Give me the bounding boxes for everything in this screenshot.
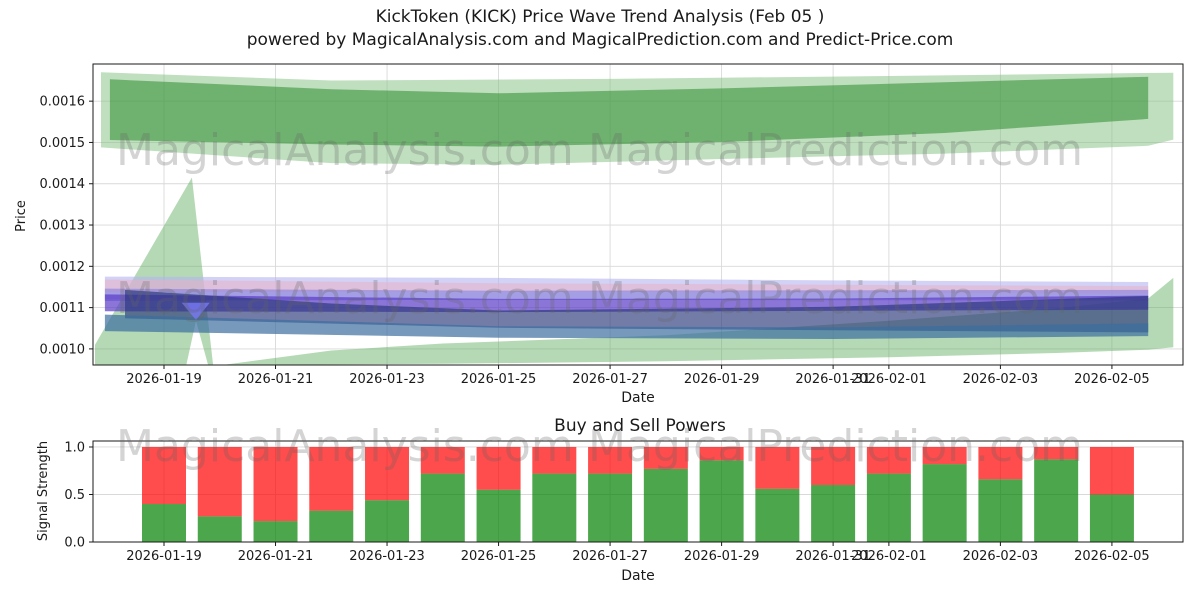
buy-power-bar — [197, 516, 242, 542]
price-x-tick-label: 2026-02-03 — [963, 372, 1039, 387]
sell-power-bar — [811, 446, 856, 485]
price-y-tick-label: 0.0011 — [40, 301, 86, 316]
buy-power-bar — [420, 473, 465, 542]
sell-power-bar — [197, 446, 242, 517]
sell-power-bar — [1034, 446, 1079, 460]
power-x-tick-label: 2026-02-01 — [851, 549, 927, 564]
buy-power-bar — [978, 479, 1023, 542]
price-x-tick-label: 2026-01-19 — [126, 372, 202, 387]
power-x-axis-label: Date — [621, 568, 655, 584]
sell-power-bar — [922, 446, 967, 465]
power-x-tick-label: 2026-01-31 — [795, 549, 871, 564]
price-y-tick-label: 0.0016 — [40, 95, 86, 110]
lower-trend-band — [222, 277, 1174, 365]
figure-subtitle: powered by MagicalAnalysis.com and Magic… — [246, 30, 954, 50]
power-y-tick-label: 0.0 — [64, 536, 85, 551]
buy-power-bar — [922, 464, 967, 542]
buy-power-bar — [643, 468, 688, 542]
buy-power-bar — [755, 488, 800, 542]
buy-power-bar — [476, 489, 521, 542]
price-y-tick-label: 0.0013 — [40, 219, 86, 234]
wave-navy-band — [125, 289, 1149, 333]
power-x-tick-label: 2026-01-29 — [684, 549, 760, 564]
price-x-axis-label: Date — [621, 390, 655, 406]
buy-power-bar — [142, 503, 186, 542]
price-x-tick-label: 2026-01-25 — [461, 372, 537, 387]
buy-power-bar — [811, 484, 856, 542]
sell-power-bar — [253, 446, 298, 522]
sell-power-bar — [532, 446, 577, 474]
power-y-tick-label: 0.5 — [64, 488, 85, 503]
buy-power-bar — [866, 473, 911, 542]
price-x-tick-label: 2026-02-01 — [851, 372, 927, 387]
buy-power-bar — [1089, 494, 1134, 542]
sell-power-bar — [866, 446, 911, 474]
price-y-tick-label: 0.0012 — [40, 260, 86, 275]
sell-power-bar — [420, 446, 465, 474]
power-x-tick-label: 2026-01-23 — [349, 549, 425, 564]
spike-notch-band — [181, 302, 210, 320]
power-x-tick-label: 2026-01-21 — [238, 549, 314, 564]
power-chart: 0.0 0.5 1.0 2026-01-19 2026-01-21 2026-01-23 2… — [64, 440, 1184, 564]
sell-power-bar — [476, 446, 521, 490]
price-x-tick-label: 2026-01-27 — [572, 372, 648, 387]
buy-power-bar — [309, 510, 354, 542]
sell-power-bar — [643, 446, 688, 469]
power-x-tick-label: 2026-01-19 — [126, 549, 202, 564]
price-chart: 0.0010 0.0011 0.0012 0.0013 0.0014 0.0015 0.00… — [40, 63, 1184, 387]
price-x-tick-label: 2026-01-21 — [238, 372, 314, 387]
left-spike-band — [95, 177, 214, 365]
power-x-tick-label: 2026-01-27 — [572, 549, 648, 564]
sell-power-bar — [755, 446, 800, 489]
sell-power-bar — [142, 446, 186, 504]
power-chart-title: Buy and Sell Powers — [554, 416, 726, 436]
price-x-tick-label: 2026-01-31 — [795, 372, 871, 387]
buy-power-bar — [1034, 459, 1079, 542]
price-x-tick-label: 2026-01-29 — [684, 372, 760, 387]
price-y-tick-label: 0.0014 — [40, 177, 86, 192]
price-plot-border — [92, 63, 1184, 366]
sell-power-bar — [978, 446, 1023, 480]
buy-power-bar — [365, 500, 410, 542]
trend-upper-inner-band — [109, 76, 1149, 147]
buy-power-bar — [532, 473, 577, 542]
sell-power-bar — [588, 446, 633, 474]
sell-power-bar — [309, 446, 354, 511]
price-y-tick-label: 0.0015 — [40, 136, 86, 151]
buy-power-bar — [253, 521, 298, 542]
buy-power-bar — [699, 460, 744, 542]
price-x-tick-label: 2026-02-05 — [1074, 372, 1150, 387]
buy-power-bar — [588, 473, 633, 542]
price-x-tick-label: 2026-01-23 — [349, 372, 425, 387]
price-y-tick-label: 0.0010 — [40, 342, 86, 357]
power-x-tick-label: 2026-01-25 — [461, 549, 537, 564]
power-plot-border — [92, 440, 1184, 543]
figure-title: KickToken (KICK) Price Wave Trend Analys… — [375, 7, 825, 27]
power-y-tick-label: 1.0 — [64, 440, 85, 455]
power-x-tick-label: 2026-02-03 — [963, 549, 1039, 564]
sell-power-bar — [365, 446, 410, 501]
power-x-tick-label: 2026-02-05 — [1074, 549, 1150, 564]
sell-power-bar — [1089, 446, 1134, 495]
wave-steelblue-band — [104, 314, 1149, 339]
sell-power-bar — [699, 446, 744, 461]
